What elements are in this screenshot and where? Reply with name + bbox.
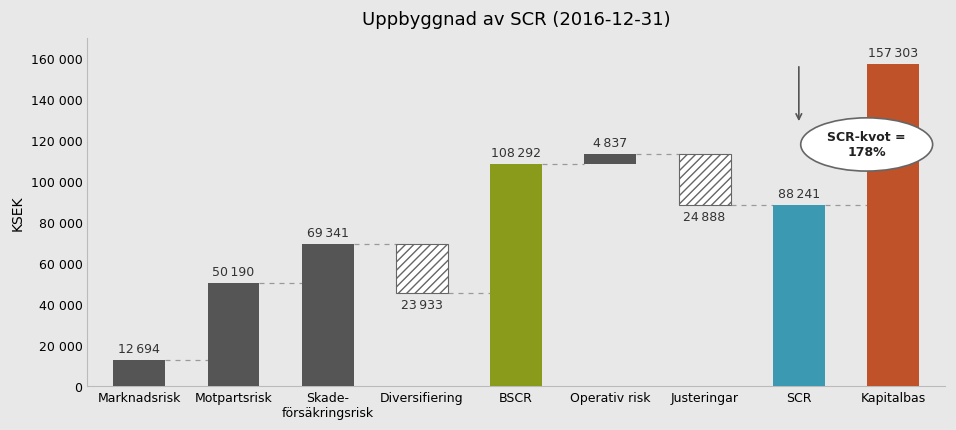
Bar [490, 165, 542, 386]
Text: 88 241: 88 241 [778, 188, 820, 201]
Bar [396, 245, 447, 293]
Bar [772, 206, 825, 386]
Bar [584, 155, 637, 165]
Text: 24 888: 24 888 [684, 211, 726, 224]
Text: 23 933: 23 933 [401, 298, 443, 311]
Text: 12 694: 12 694 [119, 342, 161, 355]
Text: SCR-kvot =
178%: SCR-kvot = 178% [827, 131, 906, 159]
Title: Uppbyggnad av SCR (2016-12-31): Uppbyggnad av SCR (2016-12-31) [361, 11, 670, 29]
Text: 108 292: 108 292 [491, 147, 541, 160]
Text: 157 303: 157 303 [868, 47, 918, 60]
Ellipse shape [801, 119, 933, 172]
Y-axis label: KSEK: KSEK [11, 195, 25, 230]
Bar [302, 245, 354, 386]
Bar [679, 155, 730, 206]
Bar [207, 284, 259, 386]
Bar [867, 65, 919, 386]
Text: 50 190: 50 190 [212, 266, 254, 279]
Text: 4 837: 4 837 [594, 137, 627, 150]
Bar [114, 360, 165, 386]
Text: 69 341: 69 341 [307, 227, 349, 240]
